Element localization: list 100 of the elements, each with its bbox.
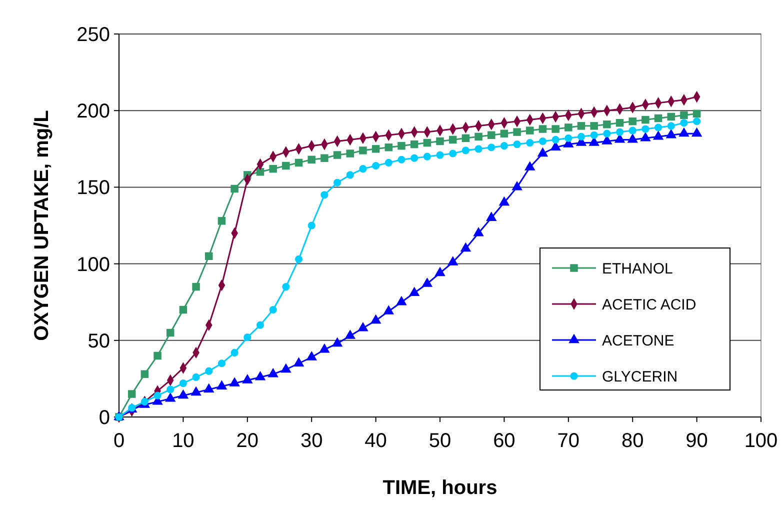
point	[384, 143, 393, 152]
y-tick-label: 150	[76, 177, 110, 200]
point	[436, 151, 444, 159]
point	[652, 130, 664, 140]
x-tick-label: 10	[172, 430, 194, 452]
point	[513, 140, 521, 148]
x-tick-label: 0	[113, 430, 125, 452]
point	[526, 138, 534, 147]
point	[230, 348, 238, 356]
point	[640, 132, 651, 142]
point	[410, 154, 418, 162]
point	[244, 334, 252, 342]
point	[320, 154, 328, 162]
point	[280, 363, 292, 373]
point	[293, 357, 304, 366]
point	[654, 114, 662, 122]
point	[333, 178, 342, 186]
point	[205, 367, 213, 375]
point	[434, 266, 446, 276]
point	[370, 314, 382, 324]
point	[498, 196, 510, 206]
point	[128, 390, 136, 398]
point	[513, 128, 521, 136]
point	[667, 112, 675, 121]
x-tick-label: 20	[236, 430, 259, 452]
point	[179, 306, 188, 314]
point	[140, 370, 149, 378]
point	[552, 125, 560, 133]
point	[538, 125, 547, 133]
point	[537, 147, 548, 157]
point	[346, 171, 354, 179]
y-tick-label: 100	[76, 254, 110, 276]
point	[524, 161, 536, 170]
y-tick-label: 200	[76, 100, 110, 123]
point	[410, 140, 418, 148]
point	[166, 328, 174, 337]
point	[462, 146, 470, 154]
point	[282, 283, 290, 291]
point	[486, 212, 497, 221]
y-tick-label: 0	[98, 407, 110, 429]
y-axis-title: OXYGEN UPTAKE, mg/L	[31, 110, 53, 341]
legend-label: ETHANOL	[602, 260, 673, 278]
point	[449, 150, 457, 158]
point	[294, 158, 303, 167]
point	[358, 322, 368, 332]
legend-label: ACETONE	[602, 332, 674, 350]
point	[678, 127, 690, 137]
x-axis-title: TIME, hours	[382, 477, 498, 499]
point	[680, 119, 688, 127]
point	[473, 226, 484, 236]
point	[192, 373, 200, 381]
point	[359, 165, 367, 173]
point	[319, 343, 330, 353]
point	[616, 128, 624, 136]
point	[488, 144, 496, 152]
point	[577, 132, 586, 140]
point	[344, 330, 356, 339]
point	[642, 116, 650, 124]
point	[154, 392, 162, 400]
point	[500, 142, 508, 150]
point	[179, 380, 187, 388]
point	[603, 120, 611, 128]
point	[333, 151, 342, 159]
point	[359, 146, 367, 154]
point	[140, 398, 148, 406]
point	[628, 117, 636, 126]
point	[538, 137, 547, 146]
point	[154, 352, 162, 360]
point	[680, 111, 688, 120]
point	[642, 125, 650, 133]
point	[190, 386, 202, 396]
x-tick-label: 90	[686, 430, 708, 452]
point	[230, 184, 238, 193]
legend-label: ACETIC ACID	[602, 296, 696, 314]
point	[308, 156, 316, 164]
x-tick-label: 80	[621, 430, 644, 452]
point	[512, 180, 522, 190]
x-tick-label: 70	[557, 430, 580, 452]
legend-label: GLYCERIN	[602, 368, 678, 386]
point	[256, 321, 264, 329]
point	[205, 252, 213, 260]
point	[474, 132, 482, 141]
point	[423, 138, 432, 147]
point	[282, 162, 290, 170]
point	[422, 278, 433, 287]
point	[436, 137, 444, 146]
point	[693, 118, 701, 126]
y-tick-label: 250	[76, 24, 110, 46]
point	[500, 130, 508, 138]
point	[577, 122, 586, 130]
y-tick-label: 50	[88, 330, 110, 352]
point	[666, 128, 676, 138]
point	[383, 305, 394, 314]
point	[216, 380, 228, 390]
point	[590, 131, 598, 139]
point	[332, 337, 343, 347]
x-tick-label: 60	[493, 430, 516, 452]
point	[552, 136, 560, 144]
point	[192, 282, 200, 291]
point	[372, 162, 380, 170]
